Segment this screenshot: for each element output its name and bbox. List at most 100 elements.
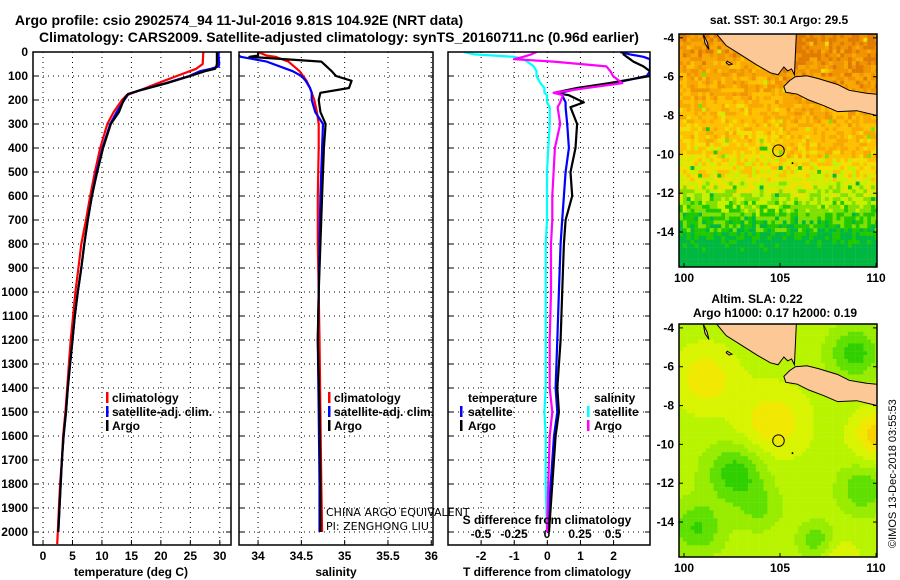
legend-label-satellite: satellite-adj. clim.: [112, 405, 212, 419]
profile-salinity-argo: [512, 52, 624, 533]
lat-tick-label: -8: [663, 399, 674, 413]
depth-tick-label: 1000: [1, 285, 28, 299]
legend-label-s-satellite: satellite: [594, 405, 639, 419]
legend-label-s-argo: Argo: [594, 419, 622, 433]
land-coastline: [703, 324, 709, 340]
depth-tick-label: 900: [8, 261, 28, 275]
x-tick-label: 34.5: [290, 549, 314, 563]
lat-tick-label: -4: [663, 31, 674, 45]
x-tick-label: 10: [95, 549, 109, 563]
legend-label-climatology: climatology: [334, 391, 401, 405]
depth-tick-label: 700: [8, 213, 28, 227]
legend-title-salinity: salinity: [594, 391, 636, 405]
x-tick-label: 1: [577, 549, 584, 563]
legend-swatch-t-satellite: [460, 406, 463, 417]
depth-tick-label: 1200: [1, 333, 28, 347]
land-coastline: [784, 76, 877, 116]
christmas-island: [791, 452, 794, 455]
sla-field: [679, 324, 877, 557]
christmas-island: [791, 162, 794, 165]
land-coastline: [784, 366, 877, 406]
legend-swatch-s-satellite: [587, 406, 590, 417]
annotation-line-1: CHINA ARGO EQUIVALENT: [326, 506, 470, 519]
depth-tick-label: 1600: [1, 429, 28, 443]
legend-label-t-argo: Argo: [468, 419, 496, 433]
sst-field: [679, 34, 877, 267]
x-tick-label: 0: [40, 549, 47, 563]
lon-tick-label: 105: [770, 271, 790, 285]
legend-swatch-satellite: [328, 406, 331, 417]
legend-label-argo: Argo: [334, 419, 362, 433]
lat-tick-label: -12: [657, 186, 675, 200]
salinity-xlabel: salinity: [315, 565, 357, 579]
profile-climatology: [56, 52, 205, 545]
depth-tick-label: 1100: [2, 309, 28, 323]
lon-tick-label: 110: [866, 271, 886, 285]
difference-panel: -2 -1 0 1 2 -0.5 -0.25 0 0.25 0.5: [447, 51, 651, 563]
legend-label-argo: Argo: [112, 419, 140, 433]
map-frame: [678, 33, 878, 268]
x-tick-label: -1: [509, 549, 520, 563]
sla-map: -4 -6 -8 -10 -12 -14 100 105 110: [657, 321, 886, 575]
lat-tick-label: -6: [663, 360, 674, 374]
legend-label-t-satellite: satellite: [468, 405, 513, 419]
salinity-panel: 34 34.5 35 35.5 36: [238, 51, 439, 563]
lat-tick-label: -10: [657, 437, 675, 451]
profile-argo: [57, 52, 218, 533]
depth-tick-label: 200: [8, 93, 28, 107]
x-tick-label: -2: [476, 549, 487, 563]
s-diff-tick-label: 0.25: [568, 527, 592, 541]
s-diff-tick-label: -0.25: [500, 527, 528, 541]
temperature-panel: 0100200300400500600700800900100011001200…: [1, 45, 232, 563]
x-tick-label: 35: [338, 549, 352, 563]
land-coastline: [717, 324, 797, 365]
s-diff-tick-label: 0: [544, 527, 551, 541]
profile-salinity-satellite: [463, 52, 551, 533]
legend-swatch-s-argo: [587, 420, 590, 431]
depth-tick-label: 500: [8, 165, 28, 179]
s-diff-tick-label: -0.5: [471, 527, 492, 541]
land-coastline: [703, 34, 709, 50]
depth-tick-label: 300: [8, 117, 28, 131]
profile-temperature-argo: [547, 52, 650, 533]
s-diff-tick-label: 0.5: [605, 527, 622, 541]
lat-tick-label: -14: [657, 225, 675, 239]
depth-tick-label: 2000: [1, 525, 28, 539]
lat-tick-label: -4: [663, 321, 674, 335]
plot-frame: [238, 51, 434, 546]
lat-tick-label: -14: [657, 515, 675, 529]
lon-tick-label: 100: [674, 271, 694, 285]
depth-tick-label: 1300: [1, 357, 28, 371]
x-tick-label: 20: [154, 549, 168, 563]
x-tick-label: 34: [251, 549, 265, 563]
depth-tick-label: 1800: [1, 477, 28, 491]
legend-swatch-argo: [106, 420, 109, 431]
depth-tick-label: 800: [8, 237, 28, 251]
legend-swatch-satellite: [106, 406, 109, 417]
x-tick-label: 36: [425, 549, 439, 563]
t-difference-xlabel: T difference from climatology: [463, 565, 631, 579]
legend-swatch-climatology: [328, 392, 331, 403]
plot-frame: [32, 51, 232, 546]
legend-title-temperature: temperature: [468, 391, 538, 405]
sst-map-title: sat. SST: 30.1 Argo: 29.5: [710, 13, 849, 27]
title-line-2: Climatology: CARS2009. Satellite-adjuste…: [39, 29, 639, 45]
depth-tick-label: 1500: [1, 405, 28, 419]
title-line-1: Argo profile: csio 2902574_94 11-Jul-201…: [15, 12, 463, 28]
sst-map: -4 -6 -8 -10 -12 -14 100 105 110: [657, 31, 886, 285]
plot-frame: [447, 51, 651, 546]
lon-tick-label: 105: [770, 561, 790, 575]
depth-tick-label: 1400: [1, 381, 28, 395]
salinity-legend: climatology satellite-adj. clim. Argo: [328, 391, 434, 433]
land-coastline: [717, 34, 797, 75]
x-tick-label: 0: [544, 549, 551, 563]
land-coastline: [726, 61, 732, 65]
argo-float-marker: [773, 145, 785, 157]
depth-tick-label: 0: [21, 45, 28, 59]
land-coastline: [726, 351, 732, 355]
difference-legend: temperature satellite Argo salinity sate…: [460, 391, 639, 433]
map-frame: [678, 323, 878, 558]
temperature-legend: climatology satellite-adj. clim. Argo: [106, 391, 212, 433]
x-tick-label: 5: [69, 549, 76, 563]
